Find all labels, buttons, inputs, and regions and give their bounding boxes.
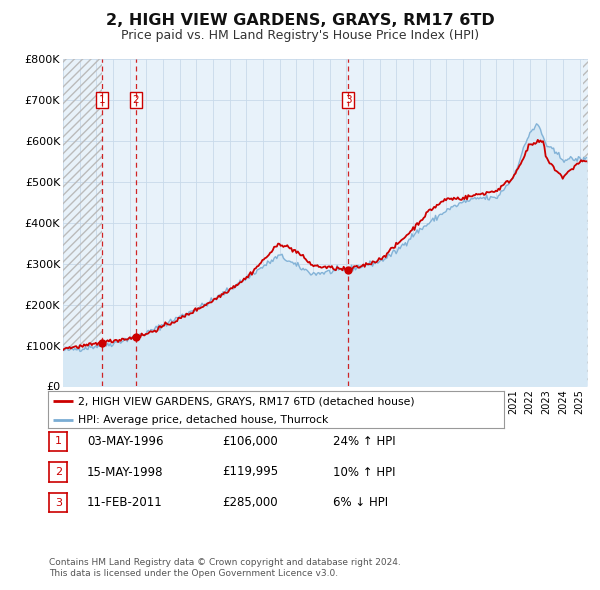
Text: £285,000: £285,000 [222,496,278,509]
Text: 3: 3 [345,95,352,105]
Text: 3: 3 [55,498,62,507]
Text: HPI: Average price, detached house, Thurrock: HPI: Average price, detached house, Thur… [77,415,328,425]
Text: 11-FEB-2011: 11-FEB-2011 [87,496,163,509]
Text: 2: 2 [55,467,62,477]
Text: 1: 1 [55,437,62,446]
Text: 2, HIGH VIEW GARDENS, GRAYS, RM17 6TD (detached house): 2, HIGH VIEW GARDENS, GRAYS, RM17 6TD (d… [77,396,414,407]
Text: 10% ↑ HPI: 10% ↑ HPI [333,466,395,478]
Text: 1: 1 [99,95,106,105]
Text: Price paid vs. HM Land Registry's House Price Index (HPI): Price paid vs. HM Land Registry's House … [121,29,479,42]
Text: This data is licensed under the Open Government Licence v3.0.: This data is licensed under the Open Gov… [49,569,338,578]
Text: 2: 2 [133,95,139,105]
Text: 03-MAY-1996: 03-MAY-1996 [87,435,163,448]
Text: 15-MAY-1998: 15-MAY-1998 [87,466,163,478]
Text: 2, HIGH VIEW GARDENS, GRAYS, RM17 6TD: 2, HIGH VIEW GARDENS, GRAYS, RM17 6TD [106,13,494,28]
Text: 6% ↓ HPI: 6% ↓ HPI [333,496,388,509]
Text: Contains HM Land Registry data © Crown copyright and database right 2024.: Contains HM Land Registry data © Crown c… [49,558,401,567]
Text: £106,000: £106,000 [222,435,278,448]
Text: £119,995: £119,995 [222,466,278,478]
Text: 24% ↑ HPI: 24% ↑ HPI [333,435,395,448]
